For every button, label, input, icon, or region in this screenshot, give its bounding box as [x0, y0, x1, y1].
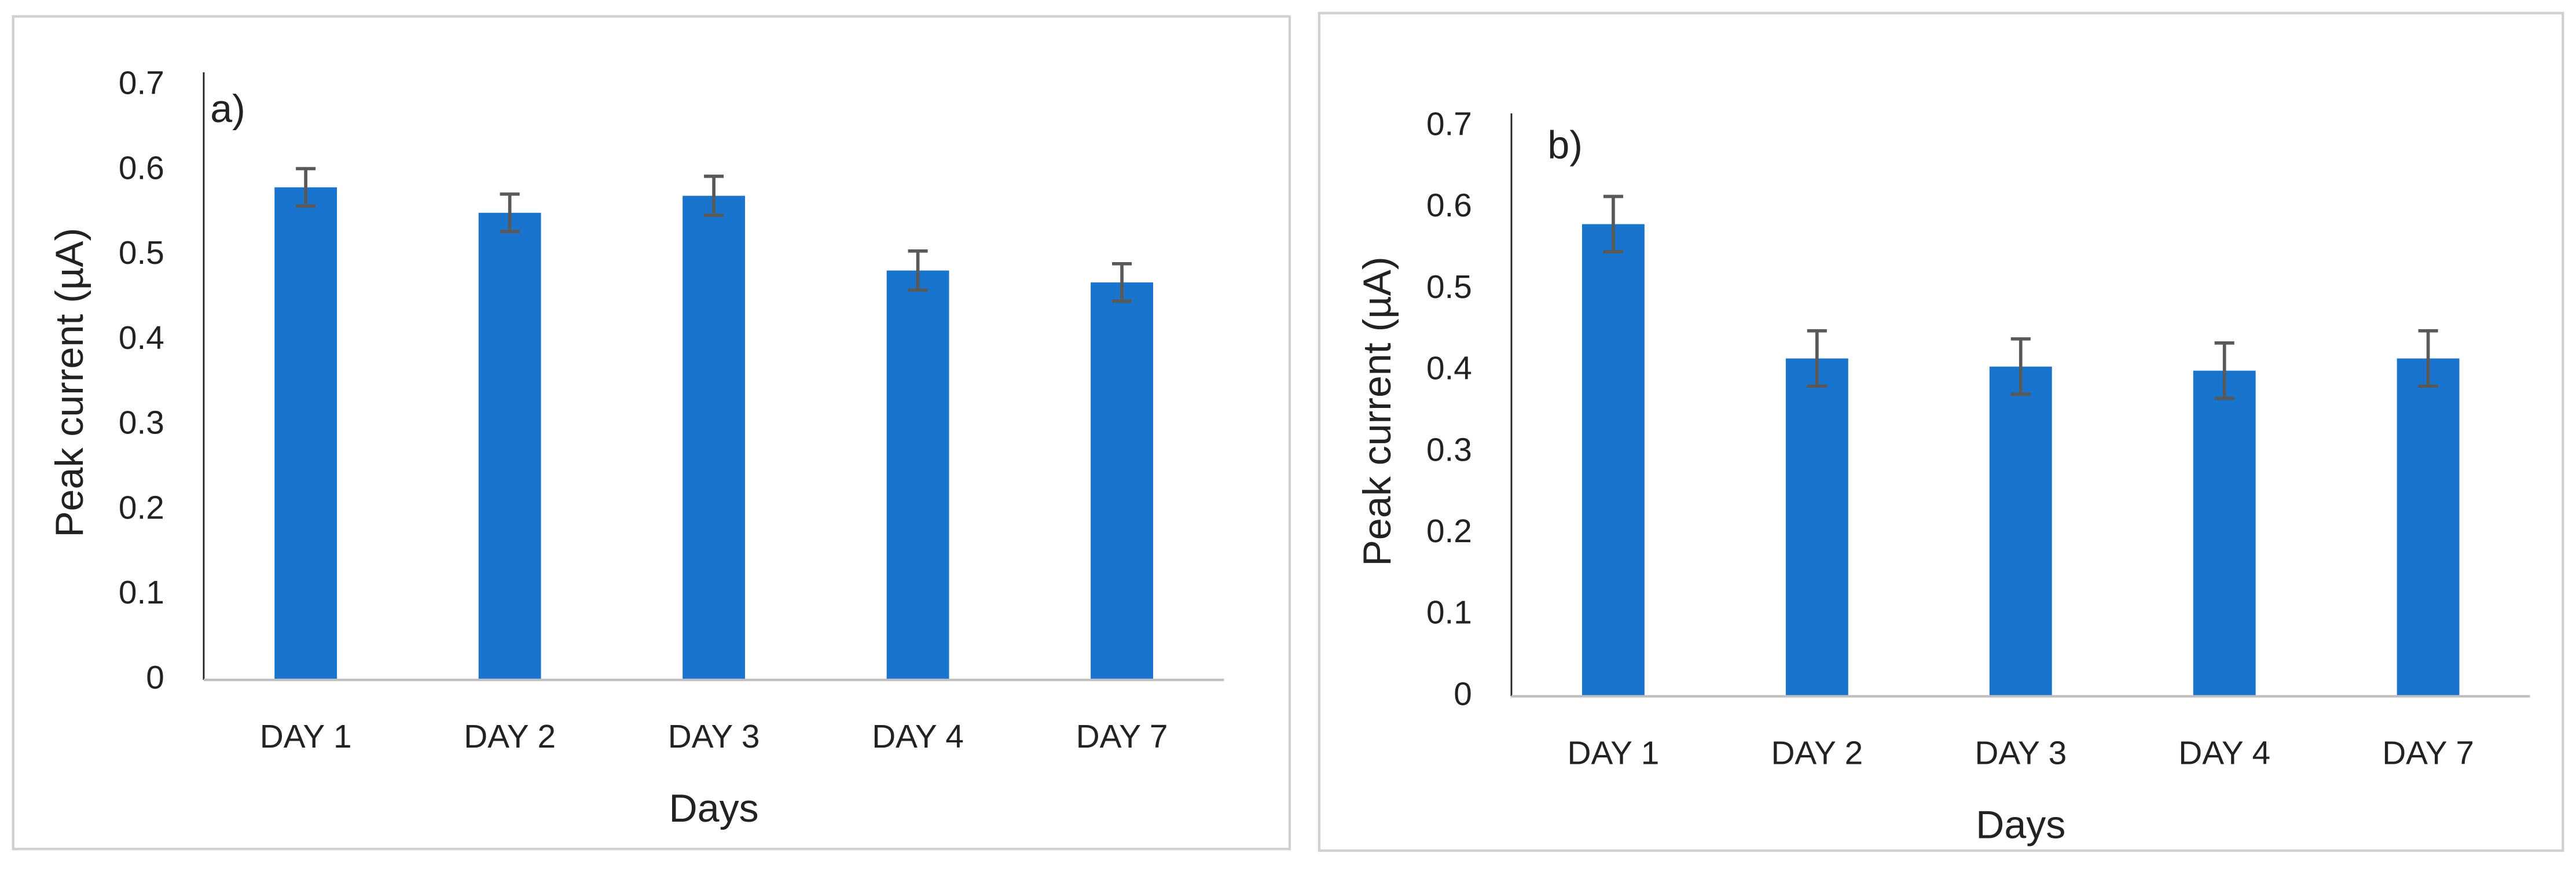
bar	[1582, 224, 1645, 697]
bar	[2397, 358, 2460, 697]
x-tick-label: DAY 2	[1771, 735, 1863, 771]
x-tick-label: DAY 7	[2382, 735, 2474, 771]
y-tick-label: 0.7	[119, 65, 164, 102]
x-tick-label: DAY 1	[260, 719, 352, 755]
y-axis-title: Peak current (µA)	[47, 228, 91, 538]
error-bar	[500, 192, 520, 233]
y-tick-label: 0.7	[1426, 106, 1472, 143]
bar	[274, 187, 337, 680]
y-axis-title: Peak current (µA)	[1355, 256, 1399, 566]
x-tick-label: DAY 3	[1975, 735, 2067, 771]
x-axis-title: Days	[669, 786, 759, 830]
y-tick-label: 0.5	[1426, 269, 1472, 306]
y-tick-label: 0.1	[119, 575, 164, 611]
y-tick-label: 0	[1454, 676, 1472, 712]
error-bar	[2214, 341, 2234, 400]
panel-label: b)	[1547, 123, 1583, 167]
error-bar	[1603, 194, 1623, 254]
x-tick-label: DAY 7	[1076, 719, 1168, 755]
y-tick-label: 0.6	[119, 150, 164, 186]
error-bar	[1112, 262, 1132, 303]
y-tick-label: 0.3	[119, 405, 164, 441]
bar	[1091, 282, 1153, 680]
x-tick-label: DAY 4	[2178, 735, 2270, 771]
chart-frame	[1318, 12, 2564, 852]
error-bar	[296, 167, 316, 208]
error-bar	[704, 174, 724, 217]
panel-label: a)	[210, 87, 245, 131]
y-tick-label: 0.1	[1426, 595, 1472, 631]
x-tick-label: DAY 1	[1568, 735, 1660, 771]
y-tick-label: 0.2	[1426, 513, 1472, 550]
error-bar	[2418, 329, 2438, 388]
bar	[682, 196, 746, 680]
chart-frame	[12, 15, 1291, 851]
bar	[478, 212, 541, 680]
y-tick-label: 0.3	[1426, 432, 1472, 468]
y-tick-label: 0.4	[119, 320, 164, 356]
y-tick-label: 0.6	[1426, 187, 1472, 224]
y-tick-label: 0.2	[119, 490, 164, 526]
x-axis-title: Days	[1976, 803, 2065, 847]
y-tick-label: 0.4	[1426, 351, 1472, 387]
bar	[2193, 370, 2256, 697]
bar	[1989, 366, 2052, 697]
bar	[886, 270, 949, 680]
x-tick-label: DAY 3	[668, 719, 760, 755]
bar	[1785, 358, 1848, 697]
error-bar	[2010, 337, 2031, 396]
error-bar	[1807, 329, 1827, 388]
y-tick-label: 0.5	[119, 235, 164, 271]
x-tick-label: DAY 4	[872, 719, 964, 755]
x-tick-label: DAY 2	[464, 719, 556, 755]
error-bar	[908, 249, 928, 292]
y-tick-label: 0	[146, 660, 164, 696]
